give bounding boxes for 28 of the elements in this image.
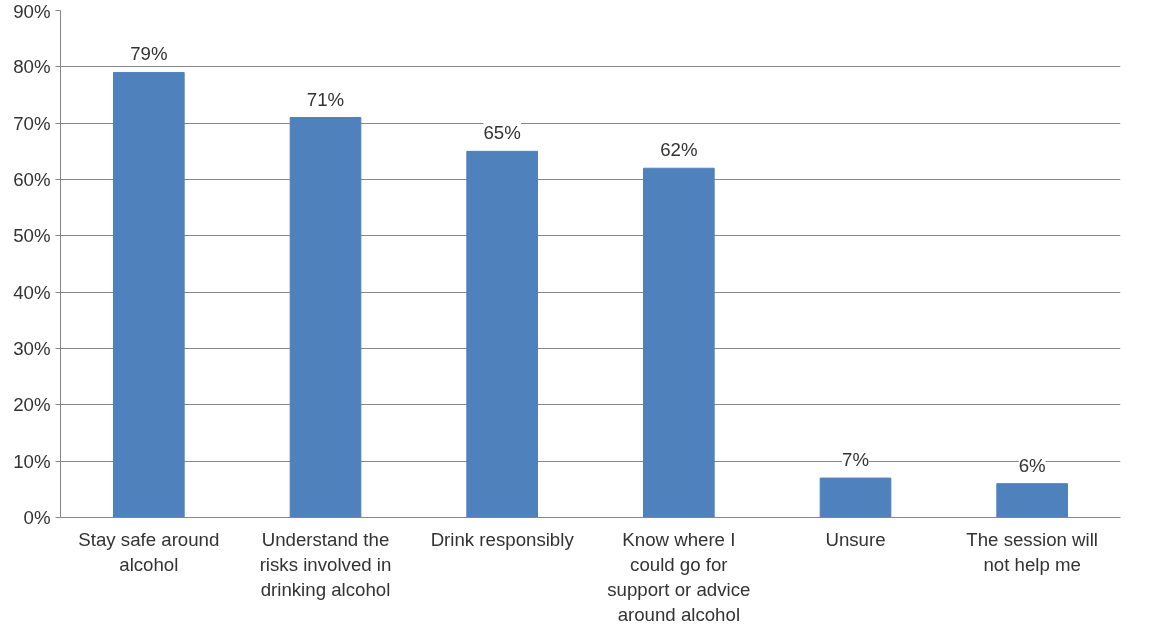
data-label: 79% bbox=[130, 43, 168, 65]
x-tick-label: Drink responsibly bbox=[430, 528, 575, 550]
x-tick-label: The session will not help me bbox=[966, 528, 1099, 575]
bar bbox=[996, 483, 1068, 518]
bar bbox=[113, 71, 185, 518]
x-tick-label: Know where I could go for support or advice around alcohol bbox=[607, 528, 751, 626]
y-tick-label: 50% bbox=[13, 225, 51, 247]
y-tick-label: 10% bbox=[13, 450, 51, 472]
x-tick-label: Understand the risks involved in drinking alcohol bbox=[259, 528, 392, 600]
y-tick-label: 40% bbox=[13, 281, 51, 303]
bar bbox=[466, 150, 538, 518]
y-tick-label: 80% bbox=[13, 56, 51, 78]
y-tick-label: 20% bbox=[13, 394, 51, 416]
y-tick-label: 90% bbox=[13, 0, 51, 22]
data-label: 65% bbox=[483, 122, 521, 144]
y-tick-label: 70% bbox=[13, 112, 51, 134]
data-label: 6% bbox=[1018, 454, 1046, 476]
y-tick-label: 0% bbox=[23, 507, 51, 528]
bar bbox=[643, 167, 715, 518]
data-label: 71% bbox=[306, 88, 345, 110]
y-tick-label: 60% bbox=[13, 169, 51, 190]
bar bbox=[819, 477, 892, 518]
data-label: 62% bbox=[660, 139, 698, 161]
y-tick-label: 30% bbox=[13, 338, 51, 359]
bar bbox=[289, 117, 362, 518]
x-tick-label: Unsure bbox=[825, 528, 886, 550]
x-tick-label: Stay safe around alcohol bbox=[78, 528, 220, 575]
data-label: 7% bbox=[842, 449, 869, 471]
